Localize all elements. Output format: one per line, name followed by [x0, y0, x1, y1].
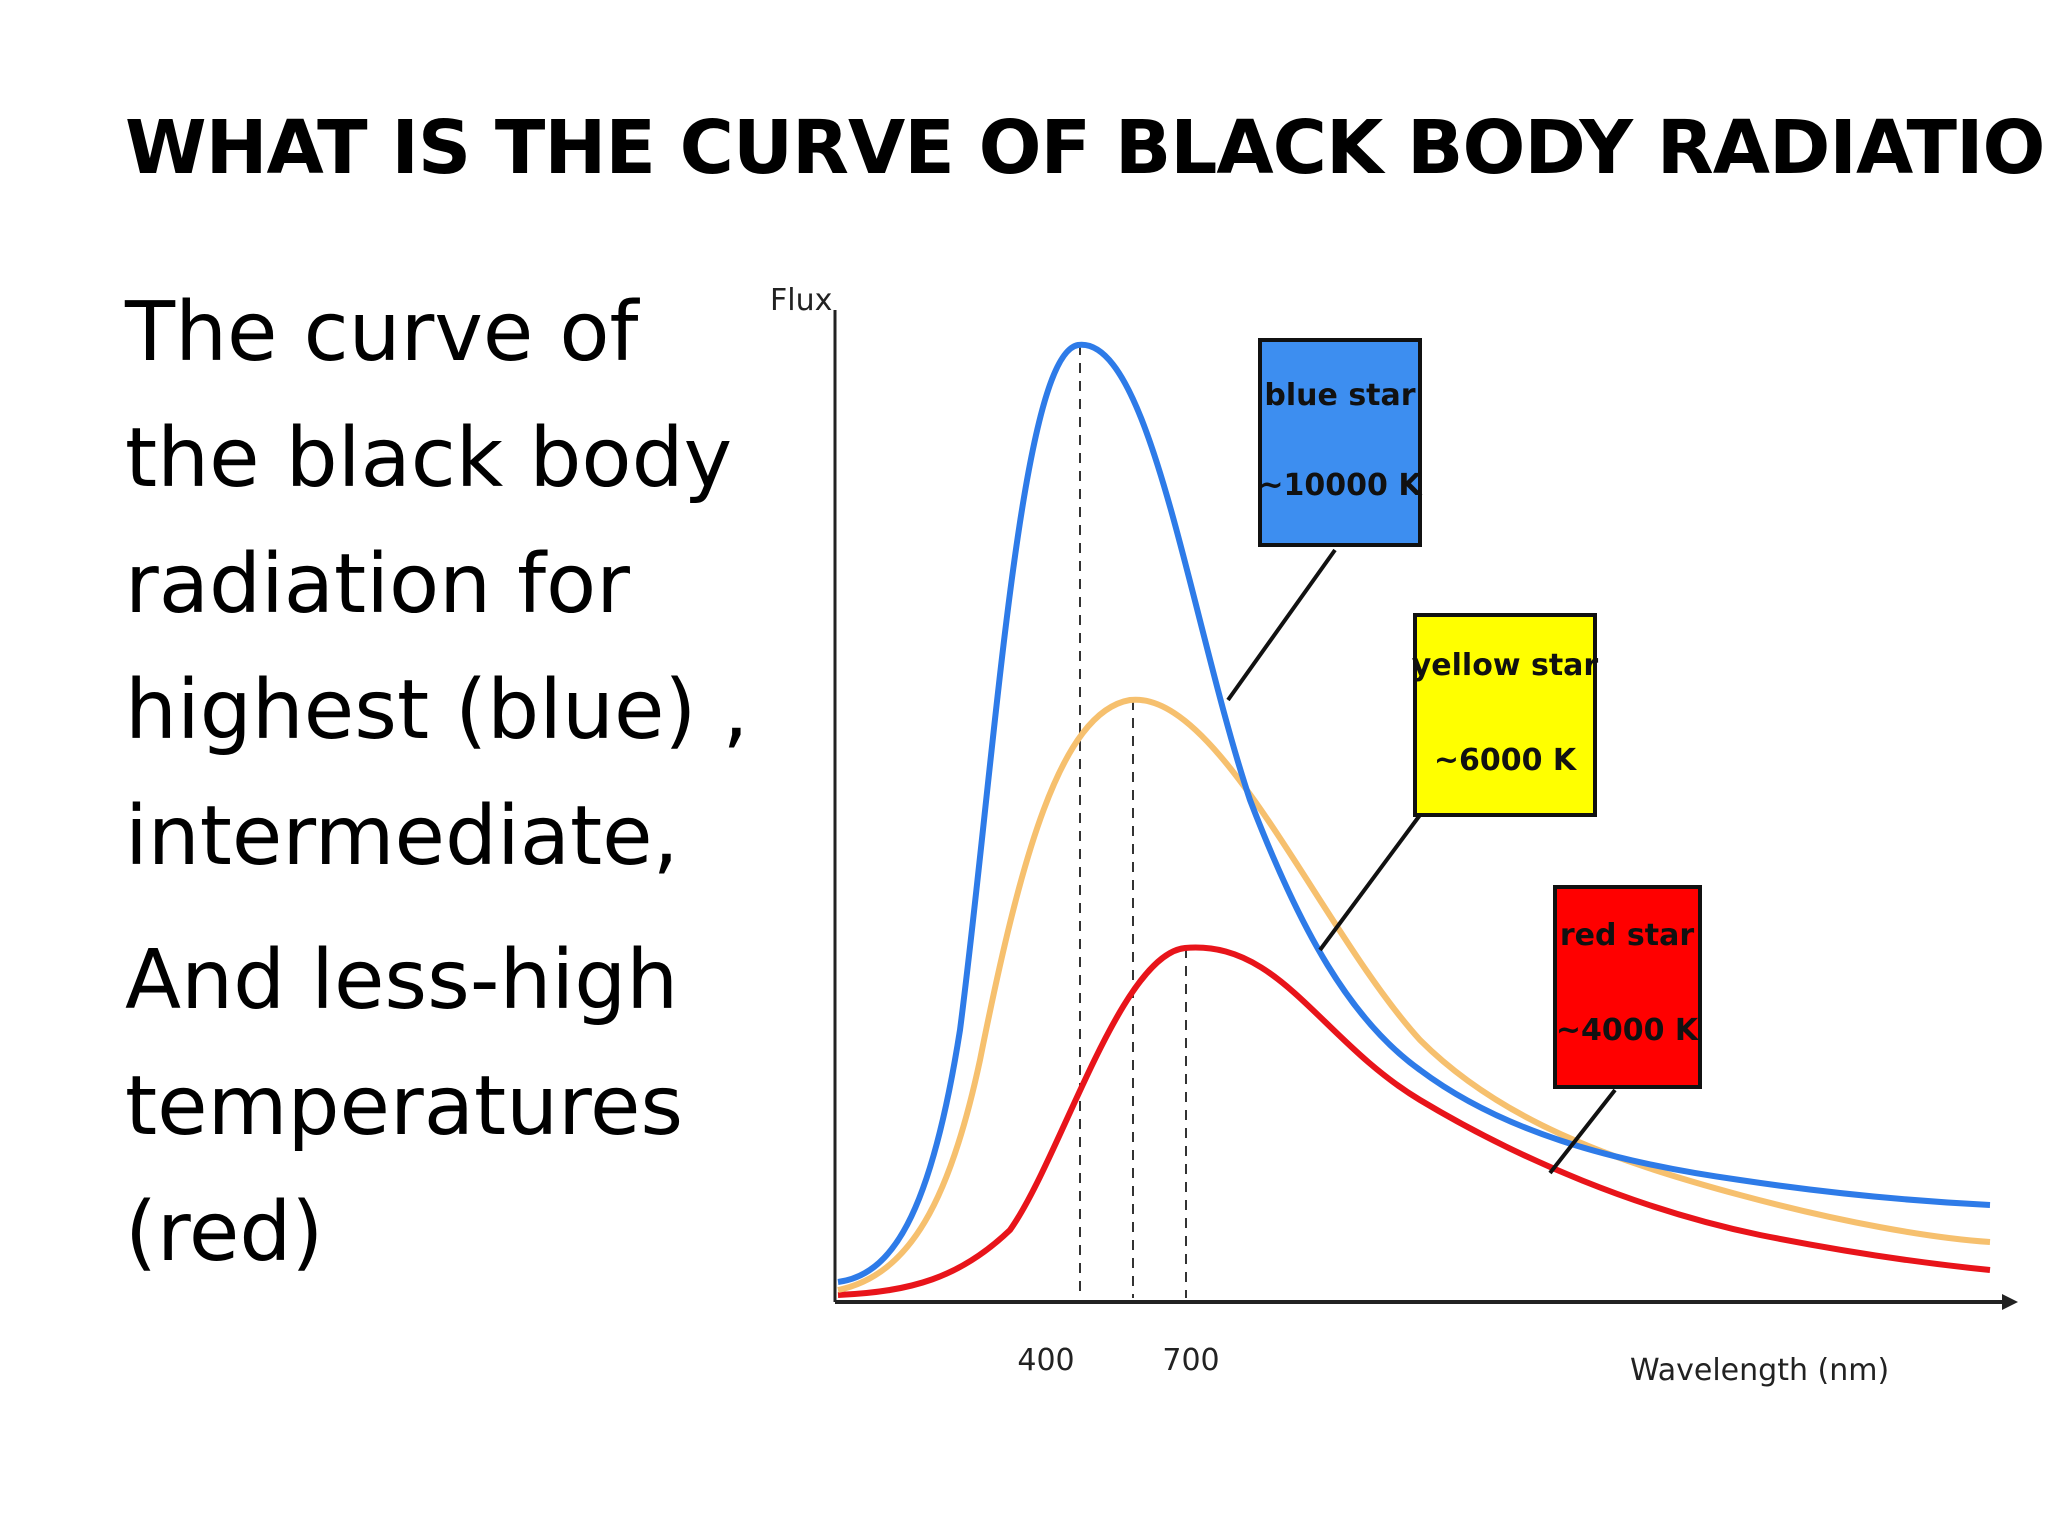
label-yellow-star-name: yellow star — [1412, 648, 1599, 683]
pointer-line-blue — [1226, 548, 1337, 702]
label-blue-star-temp: ~10000 K — [1258, 468, 1423, 503]
x-tick-label-700: 700 — [1162, 1343, 1219, 1378]
series-curve-blue-star — [837, 341, 1991, 1285]
label-box-red-fill — [1553, 885, 1702, 1089]
body-paragraph-1: The curve of the black body radiation fo… — [125, 285, 749, 884]
spectrum-curves — [837, 341, 1991, 1298]
pointer-line-yellow — [1318, 813, 1422, 952]
series-curve-red-star — [837, 944, 1991, 1298]
x-axis-label: Wavelength (nm) — [1630, 1353, 1889, 1388]
label-yellow-star-temp: ~6000 K — [1434, 743, 1578, 778]
chart-axes: Flux Wavelength (nm) 400 700 — [770, 283, 2018, 1388]
x-axis-arrowhead — [2002, 1294, 2018, 1310]
body-paragraph-2: And less-high temperatures (red) — [125, 933, 684, 1280]
y-axis-label: Flux — [770, 283, 832, 318]
label-pointers — [1226, 548, 1617, 1175]
body-text: The curve of the black body radiation fo… — [125, 270, 765, 1296]
label-box-red-star: red star ~4000 K — [1553, 885, 1702, 1089]
blackbody-chart: Flux Wavelength (nm) 400 700 blue star ~… — [770, 283, 2018, 1388]
label-box-blue-fill — [1258, 338, 1422, 547]
slide-title: WHAT IS THE CURVE OF BLACK BODY RADIATIO… — [125, 105, 2048, 191]
label-red-star-name: red star — [1560, 918, 1695, 953]
label-red-star-temp: ~4000 K — [1556, 1013, 1700, 1048]
series-label-boxes: blue star ~10000 K yellow star ~6000 K r… — [1258, 338, 1702, 1089]
label-box-blue-star: blue star ~10000 K — [1258, 338, 1423, 547]
label-blue-star-name: blue star — [1264, 378, 1415, 413]
label-box-yellow-star: yellow star ~6000 K — [1412, 613, 1599, 817]
peak-guide-lines — [1079, 345, 1187, 1298]
pointer-line-red — [1548, 1088, 1617, 1175]
x-tick-label-400: 400 — [1017, 1343, 1074, 1378]
label-box-yellow-fill — [1413, 613, 1597, 817]
